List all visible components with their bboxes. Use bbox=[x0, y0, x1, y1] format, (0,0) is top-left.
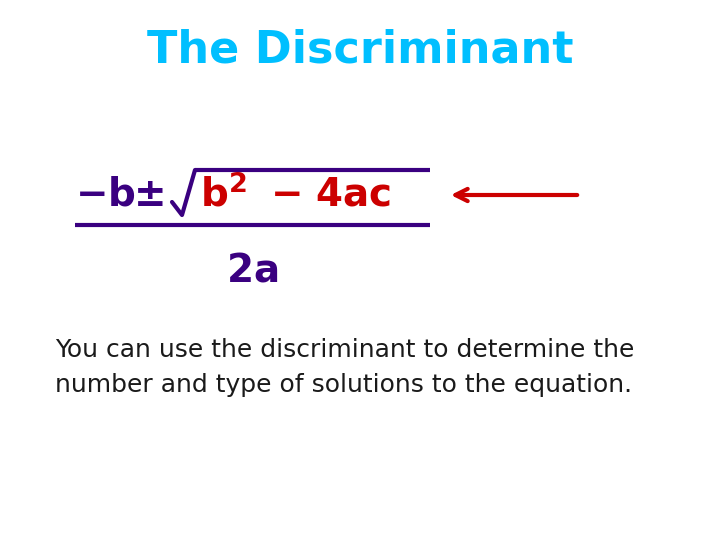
Text: $\mathbf{\pm}$: $\mathbf{\pm}$ bbox=[133, 176, 163, 214]
Text: $\mathbf{-\ 4ac}$: $\mathbf{-\ 4ac}$ bbox=[270, 176, 391, 214]
Text: You can use the discriminant to determine the: You can use the discriminant to determin… bbox=[55, 338, 634, 362]
Text: The Discriminant: The Discriminant bbox=[147, 29, 573, 71]
Text: $\mathbf{b^2}$: $\mathbf{b^2}$ bbox=[200, 175, 247, 215]
Text: $\mathbf{-b}$: $\mathbf{-b}$ bbox=[75, 176, 135, 214]
Text: $\mathbf{2a}$: $\mathbf{2a}$ bbox=[226, 251, 278, 289]
Text: number and type of solutions to the equation.: number and type of solutions to the equa… bbox=[55, 373, 632, 397]
